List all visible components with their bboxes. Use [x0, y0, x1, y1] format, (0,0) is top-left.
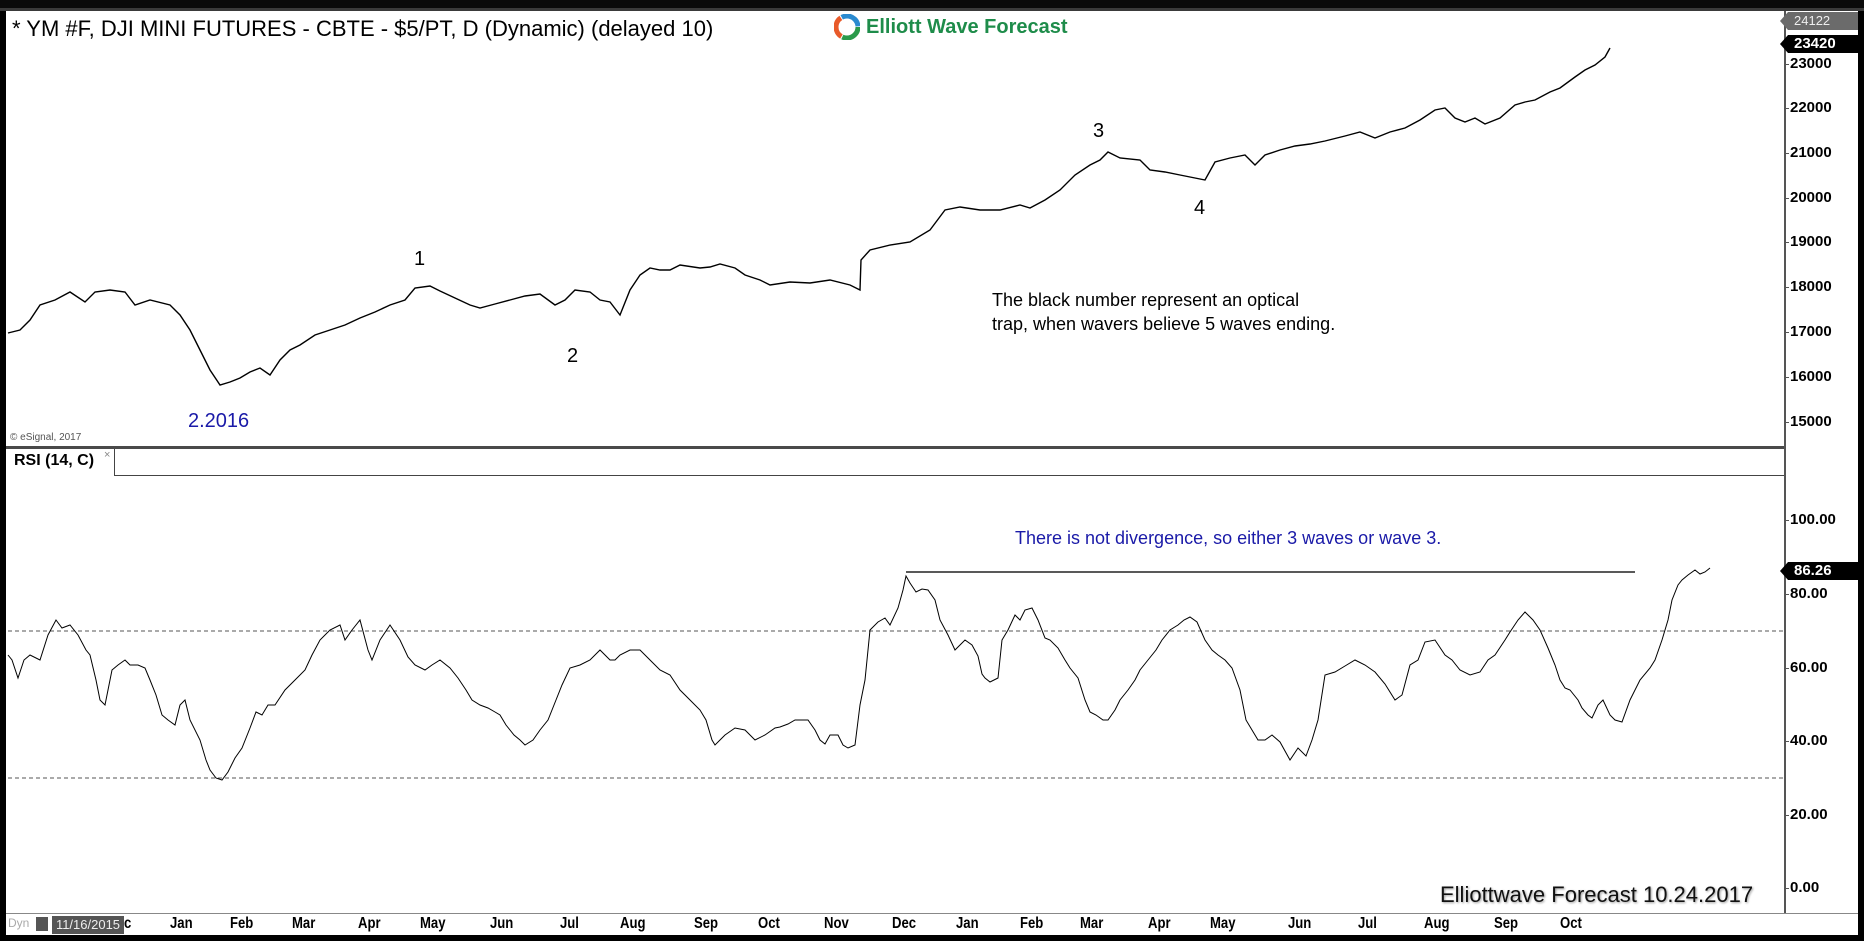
- watermark-text: Elliottwave Forecast 10.24.2017: [1440, 882, 1754, 907]
- rsi-axis-label: 80.00: [1790, 585, 1828, 602]
- price-axis-label: 23000: [1790, 55, 1832, 72]
- month-label: Apr: [1148, 915, 1171, 932]
- wave-3-label: 3: [1093, 120, 1105, 142]
- month-label: May: [420, 915, 446, 932]
- start-date-chip: 11/16/2015: [52, 916, 124, 934]
- rsi-series: [7, 567, 1711, 781]
- price-series: [7, 47, 1611, 386]
- month-label: May: [1210, 915, 1236, 932]
- logo-text: Elliott Wave Forecast: [866, 15, 1068, 38]
- month-label: Jul: [1358, 915, 1377, 932]
- price-axis-label: 19000: [1790, 233, 1832, 250]
- y-tick: [1784, 520, 1789, 521]
- pane-divider[interactable]: [6, 446, 1858, 449]
- rsi-note: There is not divergence, so either 3 wav…: [1015, 528, 1442, 548]
- month-label: Dec: [892, 915, 917, 932]
- price-axis-area[interactable]: [1786, 11, 1858, 913]
- price-axis-label: 15000: [1790, 413, 1832, 430]
- month-label: Oct: [1560, 915, 1582, 932]
- month-label: c: [124, 915, 132, 932]
- note-line-1: The black number represent an optical: [992, 290, 1300, 310]
- month-label: Sep: [694, 915, 719, 932]
- y-tick: [1784, 332, 1789, 333]
- price-axis-label: 22000: [1790, 99, 1832, 116]
- month-label: Oct: [758, 915, 780, 932]
- rsi-close-icon[interactable]: ×: [104, 449, 111, 461]
- month-label: Mar: [1080, 915, 1104, 932]
- month-label: Feb: [230, 915, 254, 932]
- month-label: Apr: [358, 915, 381, 932]
- y-tick: [1784, 422, 1789, 423]
- wave-low-label: 2.2016: [188, 410, 250, 432]
- rsi-axis-label: 40.00: [1790, 732, 1828, 749]
- lock-icon[interactable]: [36, 917, 48, 931]
- last-price-tag: 23420: [1780, 35, 1858, 53]
- window-bottom-border: [0, 935, 1864, 941]
- y-tick: [1784, 153, 1789, 154]
- rsi-axis-label: 60.00: [1790, 659, 1828, 676]
- month-label: Sep: [1494, 915, 1519, 932]
- y-tick: [1784, 668, 1789, 669]
- price-axis-label: 21000: [1790, 144, 1832, 161]
- chart-title: * YM #F, DJI MINI FUTURES - CBTE - $5/PT…: [12, 16, 714, 41]
- rsi-pane[interactable]: [6, 449, 1784, 913]
- brand-logo: Elliott Wave Forecast: [828, 11, 1074, 43]
- time-axis[interactable]: [6, 913, 1858, 936]
- y-tick: [1784, 64, 1789, 65]
- y-tick: [1784, 888, 1789, 889]
- month-label: Aug: [620, 915, 646, 932]
- note-line-2: trap, when wavers believe 5 waves ending…: [992, 314, 1336, 334]
- copyright-text: © eSignal, 2017: [10, 432, 82, 443]
- month-label: Jan: [170, 915, 193, 932]
- month-label: Jul: [560, 915, 579, 932]
- window-top-bar: [0, 0, 1864, 8]
- month-label: Feb: [1020, 915, 1044, 932]
- y-tick: [1784, 108, 1789, 109]
- price-axis-label: 16000: [1790, 368, 1832, 385]
- rsi-last-tag: 86.26: [1780, 562, 1858, 580]
- y-tick: [1784, 377, 1789, 378]
- price-axis-line: [1784, 11, 1786, 913]
- month-label: Nov: [824, 915, 849, 932]
- y-tick: [1784, 198, 1789, 199]
- month-label: Mar: [292, 915, 316, 932]
- rsi-axis-label: 100.00: [1790, 511, 1836, 528]
- y-tick: [1784, 287, 1789, 288]
- price-axis-label: 17000: [1790, 323, 1832, 340]
- month-label: Jun: [1288, 915, 1312, 932]
- price-axis-label: 18000: [1790, 278, 1832, 295]
- month-label: Jun: [490, 915, 514, 932]
- y-tick: [1784, 741, 1789, 742]
- dynamic-label: Dyn: [8, 916, 30, 930]
- wave-4-label: 4: [1194, 197, 1206, 219]
- window-top-border: [0, 8, 1864, 11]
- month-label: Jan: [956, 915, 979, 932]
- high-price-tag: 24122: [1780, 12, 1858, 30]
- rsi-tab-underline: [114, 475, 1784, 476]
- month-label: Aug: [1424, 915, 1450, 932]
- price-pane[interactable]: [6, 11, 1784, 446]
- rsi-tab[interactable]: [6, 449, 115, 476]
- y-tick: [1784, 815, 1789, 816]
- rsi-axis-label: 0.00: [1790, 879, 1820, 896]
- wave-2-label: 2: [567, 345, 579, 367]
- rsi-tab-label: RSI (14, C): [14, 452, 95, 469]
- price-axis-label: 20000: [1790, 189, 1832, 206]
- logo-icon: [834, 14, 860, 40]
- y-tick: [1784, 594, 1789, 595]
- rsi-axis-label: 20.00: [1790, 806, 1828, 823]
- wave-1-label: 1: [414, 248, 426, 270]
- y-tick: [1784, 242, 1789, 243]
